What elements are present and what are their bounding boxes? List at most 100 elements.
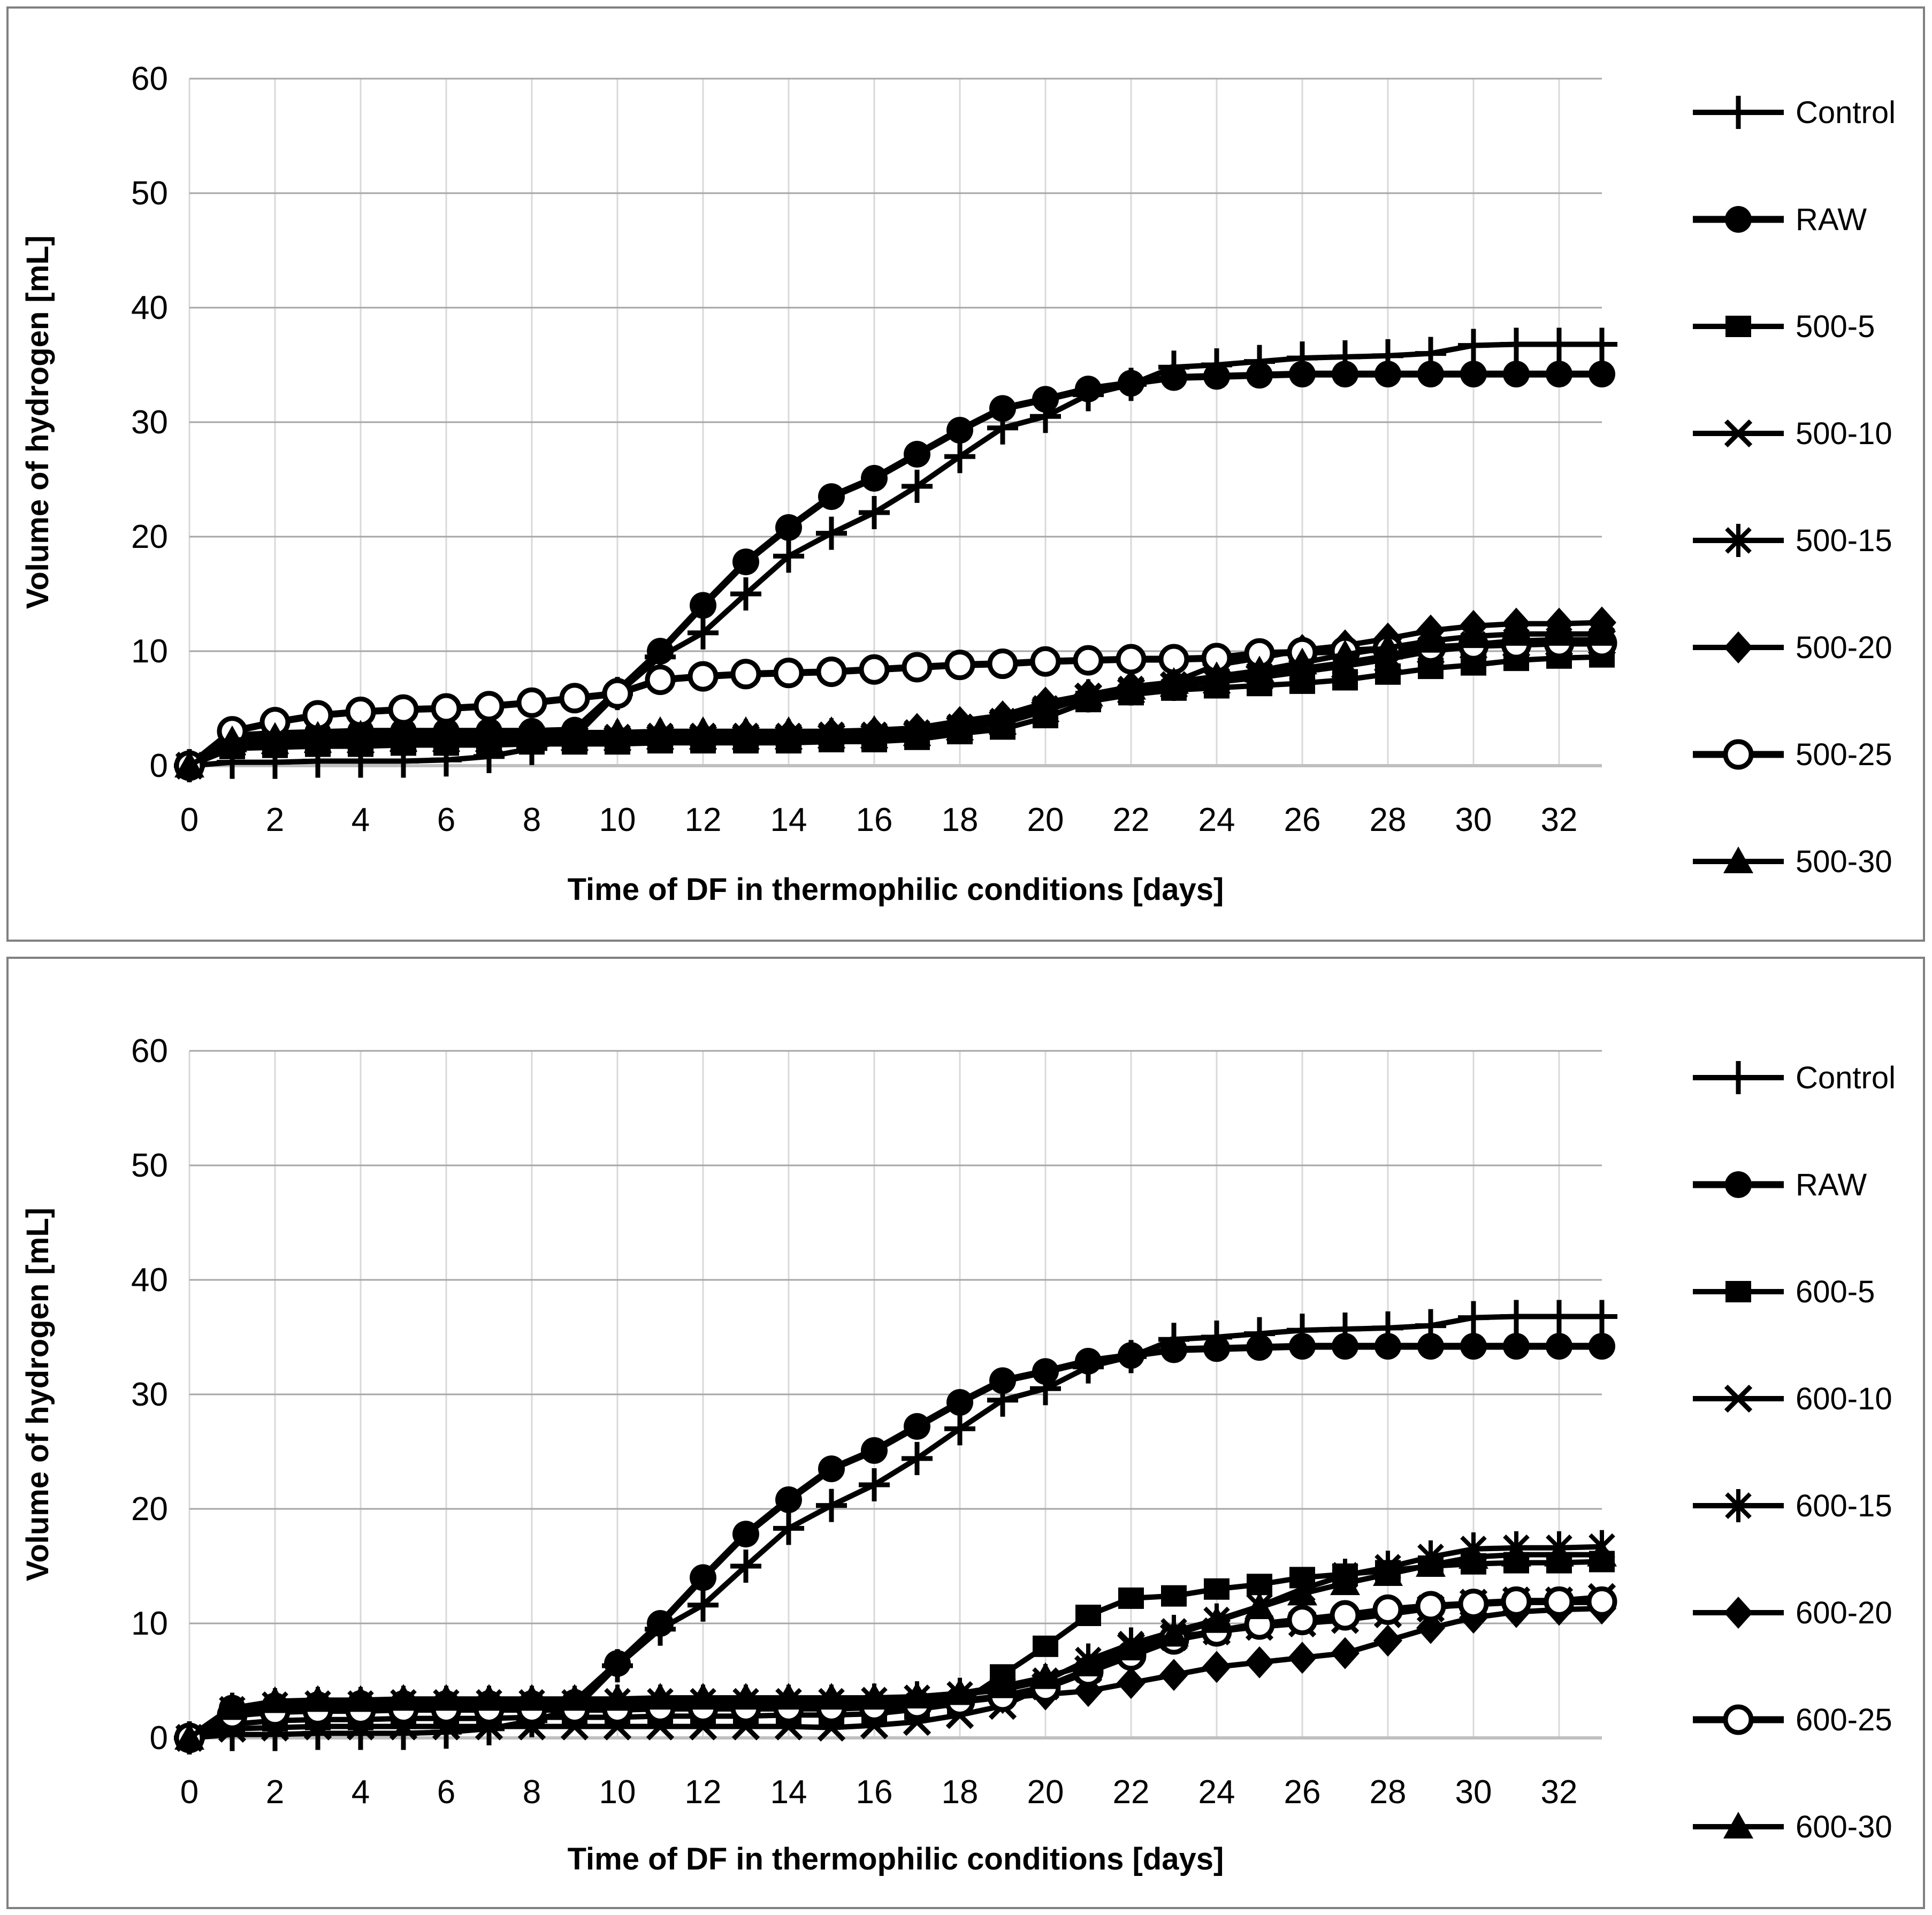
y-tick-label: 10 [131, 633, 168, 670]
series-line [188, 1552, 1602, 1741]
series-line [189, 1314, 1602, 1741]
x-tick-label: 26 [1284, 1774, 1321, 1811]
x-tick-label: 8 [523, 1774, 541, 1811]
y-tick-label: 60 [131, 1033, 168, 1070]
legend-label: 500-20 [1796, 630, 1892, 665]
x-tick-label: 18 [942, 802, 979, 838]
x-tick-label: 20 [1027, 1774, 1064, 1811]
legend-label: RAW [1796, 1168, 1867, 1202]
y-tick-label: 30 [131, 404, 168, 441]
legend-item-control: Control [1693, 95, 1896, 130]
legend-label: 500-15 [1796, 523, 1892, 558]
series-raw [176, 361, 1615, 779]
x-tick-label: 4 [352, 1774, 370, 1811]
y-axis-tick-labels: 0 10 20 30 40 50 60 [131, 1033, 168, 1757]
chart-panel-top: 0 10 20 30 40 50 60 0 2 4 6 8 10 12 14 16 18 20 22 24 26 28 30… [6, 6, 1925, 942]
series-500-30 [174, 619, 1617, 777]
series-raw [176, 1333, 1615, 1751]
x-tick-label: 0 [180, 802, 198, 838]
legend-label: 500-5 [1796, 309, 1875, 344]
series-600-30 [174, 1539, 1617, 1750]
series-line [187, 370, 1602, 769]
legend-item-500-25: 500-25 [1693, 737, 1892, 772]
x-axis-tick-labels: 0 2 4 6 8 10 12 14 16 18 20 22 24 26 28 30 32 [180, 802, 1578, 838]
x-tick-label: 14 [770, 802, 807, 838]
legend-label: 500-25 [1796, 737, 1892, 772]
legend-label: 600-30 [1796, 1810, 1892, 1844]
legend-item-500-15: 500-15 [1693, 523, 1892, 558]
x-tick-label: 8 [523, 802, 541, 838]
y-tick-label: 0 [150, 1720, 168, 1757]
x-tick-label: 18 [942, 1774, 979, 1811]
x-tick-label: 30 [1455, 1774, 1492, 1811]
legend-label: 600-20 [1796, 1596, 1892, 1630]
x-tick-label: 32 [1541, 1774, 1578, 1811]
x-tick-label: 10 [599, 1774, 636, 1811]
x-tick-label: 6 [437, 802, 455, 838]
y-tick-label: 60 [131, 60, 168, 97]
legend-label: 500-30 [1796, 844, 1892, 879]
x-tick-label: 28 [1370, 1774, 1407, 1811]
series-line [188, 1594, 1602, 1741]
series-line [188, 1606, 1602, 1741]
x-tick-label: 20 [1027, 802, 1064, 838]
legend-item-500-20: 500-20 [1693, 630, 1892, 665]
x-tick-label: 32 [1541, 802, 1578, 838]
legend-item-control: Control [1693, 1061, 1896, 1095]
legend-item-600-30: 600-30 [1693, 1810, 1892, 1844]
x-tick-label: 6 [437, 1774, 455, 1811]
y-tick-label: 10 [131, 1605, 168, 1642]
x-tick-label: 2 [266, 1774, 284, 1811]
legend-item-600-25: 600-25 [1693, 1703, 1892, 1737]
y-tick-label: 40 [131, 1262, 168, 1299]
x-tick-label: 0 [180, 1774, 198, 1811]
y-tick-label: 50 [131, 175, 168, 212]
series-500-25 [174, 628, 1617, 781]
y-tick-label: 40 [131, 289, 168, 326]
legend-item-raw: RAW [1693, 202, 1867, 237]
x-tick-label: 10 [599, 802, 636, 838]
legend-item-500-5: 500-5 [1693, 309, 1875, 344]
legend-label: Control [1796, 95, 1896, 130]
x-tick-label: 30 [1455, 802, 1492, 838]
series-line [187, 1342, 1602, 1741]
legend-item-500-30: 500-30 [1693, 844, 1892, 879]
legend-item-500-10: 500-10 [1693, 416, 1892, 451]
legend-label: 500-10 [1796, 416, 1892, 451]
y-tick-label: 20 [131, 1491, 168, 1528]
x-tick-label: 12 [685, 802, 722, 838]
x-tick-label: 16 [856, 802, 893, 838]
x-axis-tick-labels: 0 2 4 6 8 10 12 14 16 18 20 22 24 26 28 30 32 [180, 1774, 1578, 1811]
x-tick-label: 4 [352, 802, 370, 838]
x-tick-label: 12 [685, 1774, 722, 1811]
legend: Control RAW 600-5 600-10 600-15 600-20 600-25 6… [1693, 1061, 1896, 1844]
legend-label: 600-25 [1796, 1703, 1892, 1737]
x-tick-label: 24 [1198, 1774, 1235, 1811]
legend-item-raw: RAW [1693, 1168, 1867, 1202]
x-tick-label: 26 [1284, 802, 1321, 838]
x-axis-title: Time of DF in thermophilic conditions [d… [568, 872, 1224, 907]
series-control [174, 1300, 1617, 1754]
series-line [189, 341, 1602, 768]
legend-label: 600-15 [1796, 1489, 1892, 1523]
x-tick-label: 22 [1113, 1774, 1150, 1811]
legend-item-600-5: 600-5 [1693, 1275, 1875, 1309]
gridlines [188, 1050, 1602, 1739]
legend-item-600-15: 600-15 [1693, 1489, 1892, 1523]
y-axis-title: Volume of hydrogen [mL] [20, 1208, 55, 1581]
y-tick-label: 30 [131, 1376, 168, 1413]
legend-item-600-20: 600-20 [1693, 1596, 1892, 1630]
x-tick-label: 28 [1370, 802, 1407, 838]
x-axis-title: Time of DF in thermophilic conditions [d… [568, 1842, 1224, 1876]
legend-label: 600-5 [1796, 1275, 1875, 1309]
x-tick-label: 24 [1198, 802, 1235, 838]
x-tick-label: 16 [856, 1774, 893, 1811]
y-axis-tick-labels: 0 10 20 30 40 50 60 [131, 60, 168, 784]
chart-panel-bottom: 0 10 20 30 40 50 60 0 2 4 6 8 10 12 14 16 18 20 22 24 26 28 30… [6, 957, 1925, 1909]
x-tick-label: 14 [770, 1774, 807, 1811]
legend-label: RAW [1796, 202, 1867, 237]
x-tick-label: 2 [266, 802, 284, 838]
x-tick-label: 22 [1113, 802, 1150, 838]
